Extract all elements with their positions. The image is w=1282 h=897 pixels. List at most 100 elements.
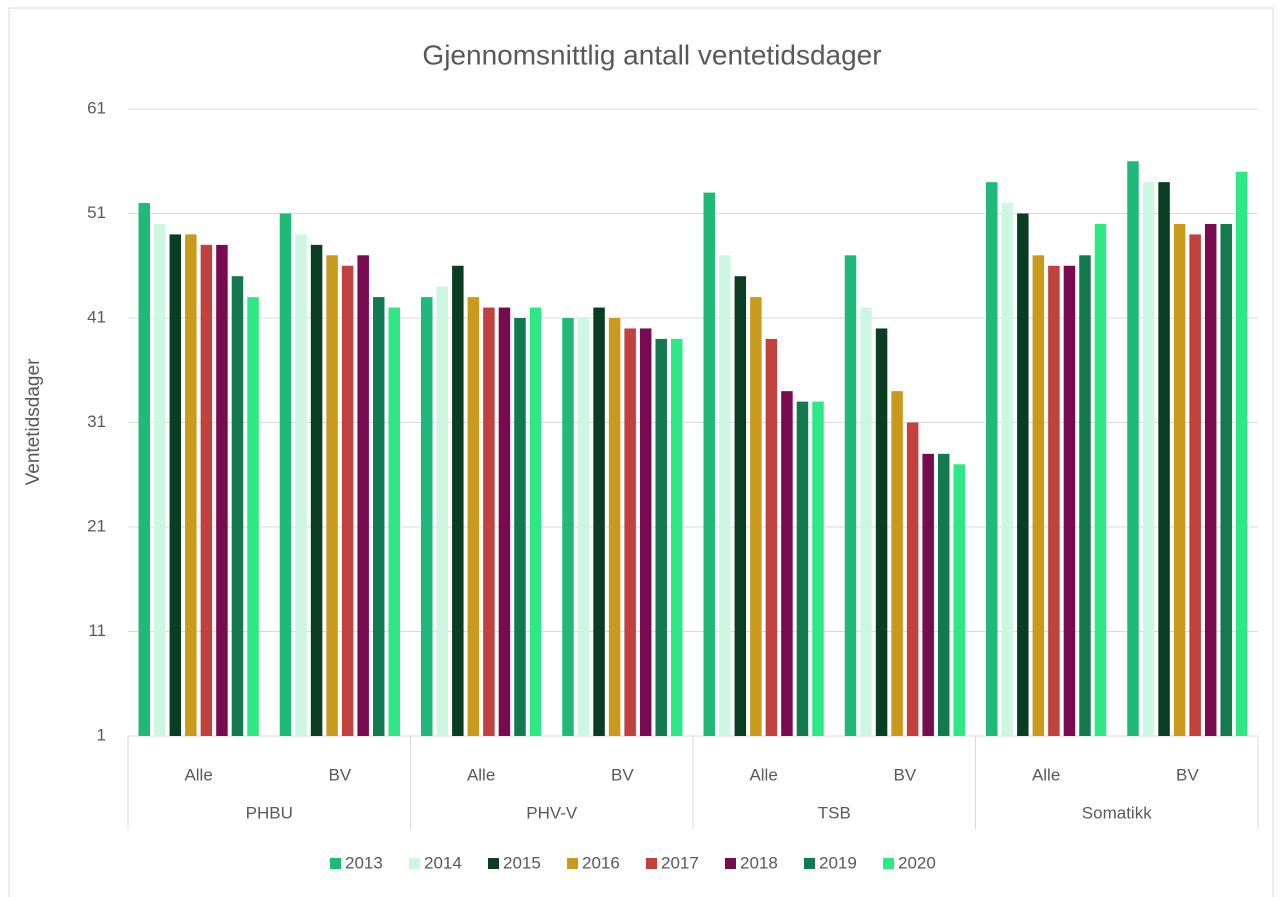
chart-title: Gjennomsnittlig antall ventetidsdager [422,39,881,70]
bar [1236,171,1248,736]
legend-label: 2019 [819,853,857,872]
legend-label: 2015 [503,853,541,872]
bar [138,203,150,737]
y-tick-label: 21 [87,516,106,535]
legend-swatch [409,858,420,869]
bar [562,318,574,736]
group-label: TSB [818,803,851,822]
bar [875,328,888,736]
bar [671,338,683,736]
x-tick-label: BV [894,765,917,784]
legend-swatch [883,858,894,869]
bar [1158,182,1170,736]
bar [247,297,259,736]
bar [279,213,292,736]
bar [781,391,793,736]
bar [372,297,385,736]
y-tick-label: 61 [87,98,106,117]
y-tick-label: 51 [87,203,106,222]
bar [341,265,354,736]
x-tick-label: BV [1176,765,1199,784]
bar [231,276,244,736]
bar [326,255,338,737]
y-axis-label: Ventetidsdager [23,358,44,485]
bar [529,307,542,736]
x-tick-label: Alle [467,765,495,784]
bar [154,223,166,736]
bar [639,328,652,736]
bar [812,401,824,736]
bar [1142,182,1155,736]
bar [200,244,213,736]
bar [844,255,857,737]
group-label: PHV-V [526,803,578,822]
legend-swatch [725,858,736,869]
x-tick-label: BV [329,765,352,784]
legend-swatch [330,858,341,869]
bar [734,276,747,736]
bar [1032,255,1045,737]
bar [1220,223,1232,736]
y-tick-label: 1 [97,725,106,744]
bar [467,297,480,736]
legend-swatch [804,858,815,869]
bar [1204,223,1217,736]
bar [703,192,715,737]
x-tick-label: Alle [749,765,777,784]
bar [310,244,323,736]
bar [891,391,903,736]
bar [1048,265,1060,736]
bar [937,453,950,736]
legend-label: 2017 [661,853,699,872]
legend-label: 2014 [424,853,462,872]
x-tick-label: Alle [1032,765,1060,784]
bar [1079,255,1091,737]
legend-label: 2020 [898,853,936,872]
bar [922,453,934,736]
legend-label: 2016 [582,853,620,872]
legend-label: 2013 [345,853,383,872]
bar [216,244,228,736]
bar [169,234,182,736]
y-tick-label: 11 [88,621,106,640]
legend-swatch [488,858,499,869]
bar [719,255,731,737]
legend-swatch [567,858,578,869]
bar [796,401,809,736]
chart-border [8,7,1274,897]
bar [1063,265,1076,736]
bar [420,297,433,736]
bar [1127,161,1139,736]
group-label: PHBU [246,803,293,822]
y-tick-label: 41 [87,307,106,326]
bar [624,328,636,736]
bar [577,318,590,736]
bar [185,234,197,736]
bar [436,286,449,736]
bar [388,307,401,736]
bar [295,234,307,736]
bar [985,182,998,736]
bar [953,464,966,736]
bar [483,307,495,736]
y-tick-label: 31 [87,412,106,431]
group-label: Somatikk [1082,803,1152,822]
bar [1094,223,1107,736]
bar [593,307,605,736]
bar [906,422,919,736]
bar [452,265,464,736]
bar [1173,223,1186,736]
bar [765,338,778,736]
legend-swatch [646,858,657,869]
bar [514,318,526,736]
bar [860,307,872,736]
bar [498,307,511,736]
bar [1189,234,1201,736]
bar [608,318,621,736]
bar [655,338,667,736]
bar [750,297,762,736]
bar [1017,213,1029,736]
legend-label: 2018 [740,853,778,872]
bar [1001,203,1014,737]
